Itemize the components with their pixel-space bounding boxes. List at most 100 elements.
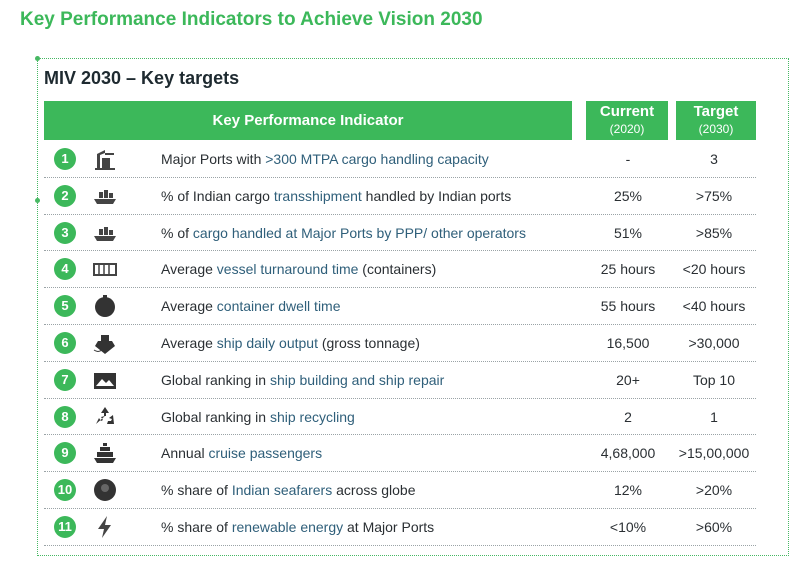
target-value: <20 hours: [682, 261, 746, 278]
row-number-badge: 5: [54, 295, 76, 318]
table-row: 8 Global ranking in ship recycling 2 1: [44, 399, 756, 436]
current-value: 25%: [613, 187, 643, 204]
kpi-text-hl: >300 MTPA cargo handling capacity: [265, 151, 489, 167]
kpi-table: 1 Major Ports with >300 MTPA cargo handli…: [44, 141, 756, 546]
header-current-year: (2020): [609, 122, 645, 136]
row-number-badge: 3: [54, 221, 76, 244]
kpi-text-post: handled by Indian ports: [361, 187, 512, 204]
table-row: 10 % share of Indian seafarers across glo…: [44, 472, 756, 509]
kpi-text-pre: % share of: [161, 482, 232, 499]
current-value: 2: [624, 408, 632, 425]
current-value: 51%: [613, 224, 643, 241]
kpi-text-pre: % of Indian cargo: [161, 187, 274, 204]
kpi-text-pre: Average: [161, 298, 217, 315]
table-row: 9 Annual cruise passengers 4,68,000 >15,00,…: [44, 435, 756, 473]
kpi-text-post: (gross tonnage): [317, 334, 420, 351]
table-row: 1 Major Ports with >300 MTPA cargo handli…: [44, 141, 756, 178]
kpi-description: Average vessel turnaround time (containe…: [161, 251, 436, 287]
kpi-text-pre: Annual: [161, 445, 209, 462]
table-row: 5 Average container dwell time 55 hours <40…: [44, 288, 756, 325]
row-number-badge: 1: [54, 148, 76, 170]
kpi-text-hl: ship recycling: [269, 408, 355, 425]
cargo-ship-icon: [92, 183, 118, 209]
ship-front-icon: [92, 330, 118, 356]
target-value: >30,000: [688, 334, 740, 351]
current-value: 25 hours: [600, 261, 656, 278]
row-number-badge: 4: [54, 258, 76, 281]
section-title: MIV 2030 – Key targets: [44, 68, 240, 88]
row-number-badge: 6: [54, 331, 76, 354]
kpi-description: Global ranking in ship recycling: [161, 399, 355, 435]
kpi-text-post: across globe: [332, 482, 416, 499]
frame-side-dot: [35, 198, 40, 203]
port-crane-icon: [92, 146, 118, 172]
kpi-text-hl: container dwell time: [216, 298, 341, 315]
kpi-text-pre: Global ranking in: [161, 408, 270, 425]
cargo-ship-icon: [92, 220, 118, 246]
kpi-description: % share of renewable energy at Major Por…: [161, 509, 434, 545]
table-row: 11 % share of renewable energy at Major P…: [44, 509, 756, 546]
header-current-label: Current: [599, 103, 655, 120]
lightning-icon: [92, 514, 118, 540]
current-value: 16,500: [606, 334, 650, 351]
kpi-text-post: at Major Ports: [343, 518, 435, 535]
row-number-badge: 2: [54, 184, 76, 207]
kpi-text-pre: Average: [161, 334, 217, 351]
container-icon: [92, 256, 118, 282]
header-kpi: Key Performance Indicator: [44, 101, 572, 140]
kpi-text-post: (containers): [358, 261, 437, 278]
kpi-text-hl: renewable energy: [231, 518, 344, 535]
row-number-badge: 11: [54, 515, 76, 538]
shipyard-icon: [92, 367, 118, 393]
kpi-text-pre: Average: [161, 261, 217, 278]
current-value: 20+: [616, 371, 640, 388]
header-target: Target (2030): [676, 101, 756, 140]
row-number-badge: 8: [54, 405, 76, 428]
current-value: 4,68,000: [600, 445, 656, 462]
buoy-icon: [92, 293, 118, 319]
current-value: -: [625, 151, 631, 167]
kpi-description: % of cargo handled at Major Ports by PPP…: [161, 215, 526, 251]
current-value: 55 hours: [600, 298, 656, 315]
target-value: <40 hours: [682, 298, 746, 315]
kpi-text-hl: Indian seafarers: [231, 482, 333, 499]
kpi-description: Major Ports with >300 MTPA cargo handlin…: [161, 141, 489, 177]
target-value: >85%: [695, 224, 733, 241]
frame-corner-dot: [35, 56, 40, 61]
kpi-description: % of Indian cargo transshipment handled …: [161, 178, 511, 214]
kpi-text-hl: ship building and ship repair: [269, 371, 445, 388]
recycle-icon: [92, 404, 118, 430]
kpi-description: Average ship daily output (gross tonnage…: [161, 325, 420, 361]
table-row: 4 Average vessel turnaround time (contain…: [44, 251, 756, 289]
kpi-description: Average container dwell time: [161, 288, 341, 324]
target-value: >60%: [695, 518, 733, 535]
kpi-text-hl: vessel turnaround time: [216, 261, 359, 278]
kpi-text-pre: Global ranking in: [161, 371, 270, 388]
table-row: 7 Global ranking in ship building and shi…: [44, 362, 756, 399]
kpi-text-pre: % share of: [161, 518, 232, 535]
kpi-text-pre: Major Ports with: [161, 151, 266, 167]
target-value: Top 10: [692, 371, 736, 388]
target-value: >15,00,000: [678, 445, 750, 462]
header-current: Current (2020): [586, 101, 668, 140]
cruise-icon: [92, 440, 118, 466]
page-title: Key Performance Indicators to Achieve Vi…: [20, 9, 483, 30]
row-number-badge: 9: [54, 442, 76, 465]
current-value: <10%: [609, 518, 647, 535]
content-frame: [37, 58, 789, 556]
kpi-text-hl: ship daily output: [216, 334, 318, 351]
header-target-year: (2030): [698, 122, 734, 136]
kpi-description: % share of Indian seafarers across globe: [161, 472, 416, 508]
header-target-label: Target: [693, 103, 739, 120]
kpi-text-hl: cruise passengers: [208, 445, 323, 462]
kpi-description: Annual cruise passengers: [161, 435, 322, 471]
table-row: 2 % of Indian cargo transshipment handled…: [44, 178, 756, 215]
target-value: 1: [710, 408, 718, 425]
kpi-text-pre: % of: [161, 224, 193, 241]
kpi-description: Global ranking in ship building and ship…: [161, 362, 444, 398]
row-number-badge: 7: [54, 368, 76, 391]
kpi-text-hl: cargo handled at Major Ports by PPP/ oth…: [192, 224, 526, 241]
target-value: >75%: [695, 187, 733, 204]
table-row: 6 Average ship daily output (gross tonnag…: [44, 325, 756, 362]
target-value: 3: [710, 151, 718, 167]
